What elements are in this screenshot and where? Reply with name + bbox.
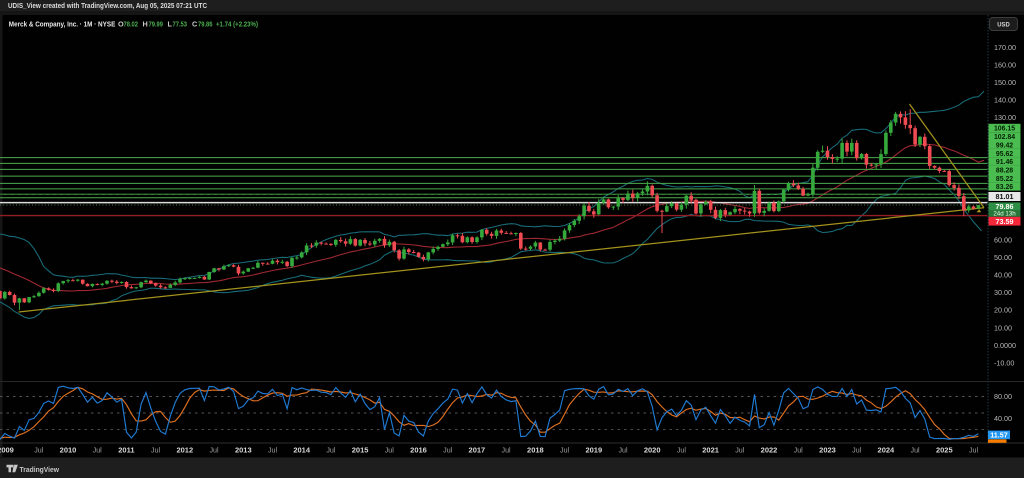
svg-text:11.57: 11.57 <box>990 431 1008 440</box>
svg-text:50.00: 50.00 <box>994 253 1012 262</box>
svg-text:40.00: 40.00 <box>994 271 1012 280</box>
svg-text:C: C <box>192 19 198 28</box>
svg-text:Jul: Jul <box>618 447 627 455</box>
svg-text:Jul: Jul <box>911 447 920 455</box>
svg-text:99.42: 99.42 <box>996 142 1013 149</box>
svg-text:2010: 2010 <box>60 446 77 455</box>
svg-text:160.00: 160.00 <box>994 60 1016 69</box>
svg-text:2016: 2016 <box>410 446 427 455</box>
svg-text:Jul: Jul <box>794 447 803 455</box>
svg-text:2020: 2020 <box>644 446 661 455</box>
svg-text:O: O <box>118 19 124 28</box>
svg-text:Jul: Jul <box>385 447 394 455</box>
svg-text:24d 13h: 24d 13h <box>993 211 1016 218</box>
svg-text:+1.74 (+2.23%): +1.74 (+2.23%) <box>216 19 258 28</box>
svg-text:2012: 2012 <box>176 446 193 455</box>
svg-text:130.00: 130.00 <box>994 113 1016 122</box>
svg-text:Jul: Jul <box>443 447 452 455</box>
svg-text:40.00: 40.00 <box>994 414 1012 423</box>
svg-text:102.84: 102.84 <box>994 134 1015 141</box>
svg-text:Jul: Jul <box>209 447 218 455</box>
svg-text:2011: 2011 <box>118 446 134 455</box>
svg-text:2009: 2009 <box>0 446 14 455</box>
svg-text:80.00: 80.00 <box>994 392 1012 401</box>
svg-text:L: L <box>168 19 173 28</box>
svg-text:Jul: Jul <box>93 447 102 455</box>
svg-text:Jul: Jul <box>326 447 335 455</box>
svg-text:106.15: 106.15 <box>994 126 1015 133</box>
svg-text:2017: 2017 <box>469 446 486 455</box>
svg-text:2021: 2021 <box>702 446 719 455</box>
svg-text:UDIS_View created with Trading: UDIS_View created with TradingView.com, … <box>8 1 207 10</box>
svg-text:TradingView: TradingView <box>20 465 60 474</box>
svg-text:Jul: Jul <box>560 447 569 455</box>
svg-text:Merck & Company, Inc. · 1M · N: Merck & Company, Inc. · 1M · NYSE <box>9 19 116 28</box>
svg-text:2023: 2023 <box>819 446 836 455</box>
svg-text:2018: 2018 <box>527 446 544 455</box>
svg-text:2015: 2015 <box>352 446 369 455</box>
svg-text:2014: 2014 <box>293 446 311 455</box>
svg-text:79.86: 79.86 <box>198 21 213 28</box>
svg-text:Jul: Jul <box>677 447 686 455</box>
svg-text:10.00: 10.00 <box>994 323 1012 332</box>
svg-text:Jul: Jul <box>502 447 511 455</box>
svg-text:83.26: 83.26 <box>996 184 1013 191</box>
svg-text:2024: 2024 <box>878 446 896 455</box>
svg-text:2025: 2025 <box>936 446 953 455</box>
svg-text:Jul: Jul <box>852 447 861 455</box>
svg-text:2013: 2013 <box>235 446 252 455</box>
svg-text:H: H <box>143 19 148 28</box>
svg-text:Jul: Jul <box>268 447 277 455</box>
svg-text:Jul: Jul <box>34 447 43 455</box>
svg-text:150.00: 150.00 <box>994 78 1016 87</box>
svg-text:0.0000: 0.0000 <box>994 341 1016 350</box>
svg-text:140.00: 140.00 <box>994 95 1016 104</box>
svg-text:30.00: 30.00 <box>994 288 1012 297</box>
svg-text:-10.00: -10.00 <box>994 358 1014 367</box>
svg-text:73.59: 73.59 <box>996 217 1014 226</box>
svg-text:2019: 2019 <box>585 446 602 455</box>
svg-text:79.86: 79.86 <box>996 202 1014 211</box>
svg-text:79.99: 79.99 <box>149 21 164 28</box>
svg-text:2022: 2022 <box>761 446 778 455</box>
svg-text:20.00: 20.00 <box>994 306 1012 315</box>
svg-text:88.28: 88.28 <box>996 167 1013 174</box>
svg-text:78.02: 78.02 <box>124 21 139 28</box>
svg-text:Jul: Jul <box>969 447 978 455</box>
svg-text:85.22: 85.22 <box>996 176 1013 183</box>
svg-text:170.00: 170.00 <box>994 43 1016 52</box>
svg-text:77.53: 77.53 <box>173 21 188 28</box>
svg-text:60.00: 60.00 <box>994 236 1012 245</box>
svg-text:91.46: 91.46 <box>996 159 1013 166</box>
svg-text:81.01: 81.01 <box>996 192 1014 201</box>
svg-text:Jul: Jul <box>735 447 744 455</box>
svg-text:95.62: 95.62 <box>996 151 1013 158</box>
svg-text:USD: USD <box>997 22 1010 29</box>
svg-text:Jul: Jul <box>151 447 160 455</box>
